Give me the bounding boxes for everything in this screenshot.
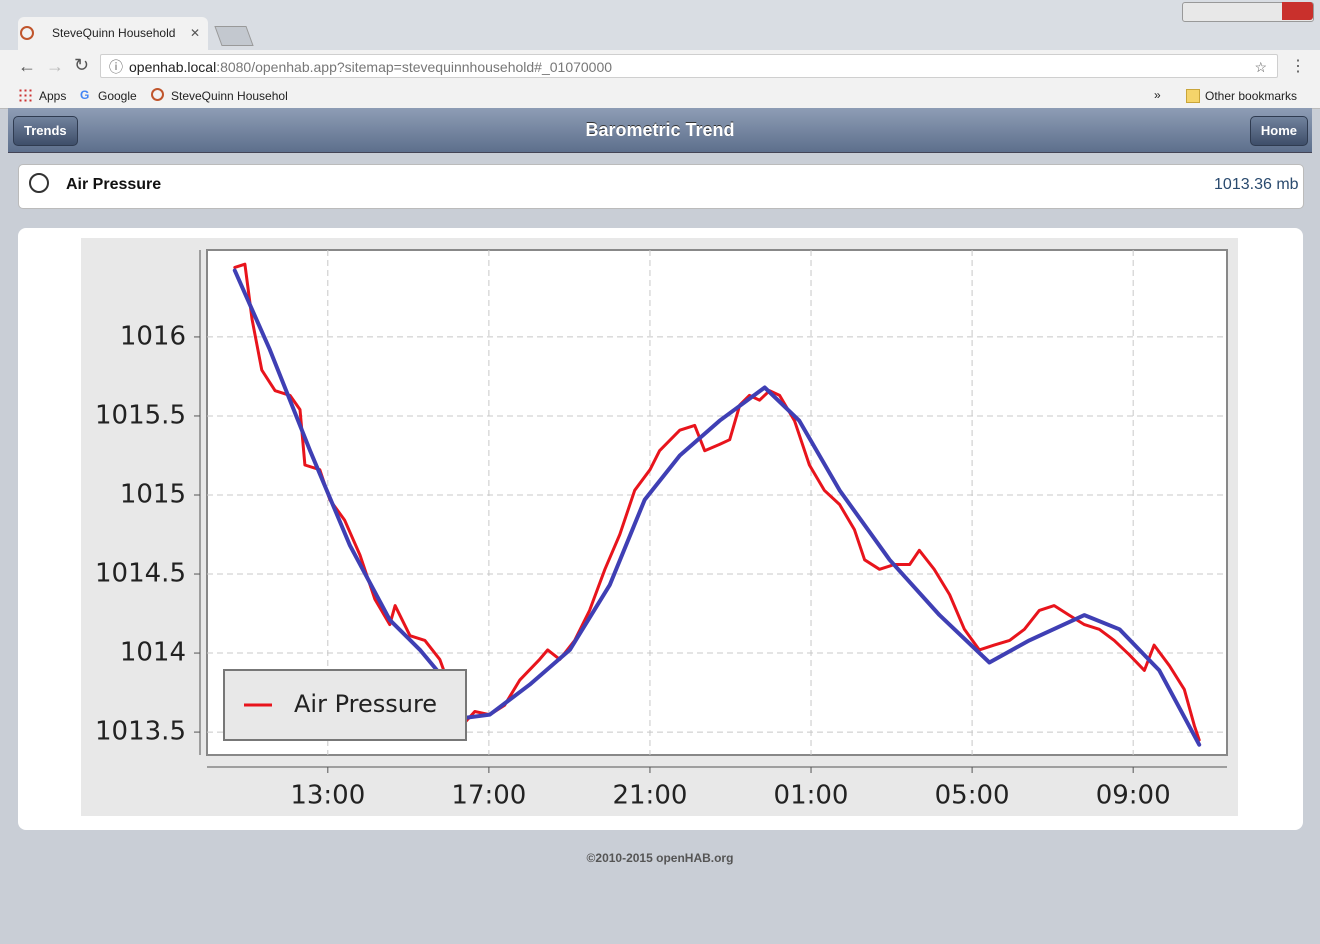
google-icon: G	[80, 88, 90, 102]
apps-icon	[18, 88, 32, 102]
url-field[interactable]: openhab.local:8080/openhab.app?sitemap=s…	[100, 54, 1278, 78]
bookmark[interactable]: SteveQuinn Househol	[171, 89, 288, 103]
x-tick-label: 21:00	[612, 781, 687, 811]
info-icon: ⓘ	[109, 59, 123, 75]
tab-bar: SteveQuinn Household ✕	[0, 0, 1320, 50]
back-button[interactable]: Trends	[13, 116, 78, 146]
favicon	[151, 88, 164, 101]
star[interactable]: ☆	[1254, 59, 1267, 75]
y-tick-label: 1016	[120, 321, 186, 351]
window-close[interactable]	[1282, 2, 1313, 20]
bookmark[interactable]: Google	[98, 89, 137, 103]
item-value: 1013.36 mb	[1214, 176, 1303, 194]
x-tick-label: 17:00	[451, 781, 526, 811]
url-rest: :8080/openhab.app?sitemap=stevequinnhous…	[216, 59, 613, 75]
series-line	[232, 268, 1202, 747]
page-title: Barometric Trend	[585, 120, 735, 140]
new-tab[interactable]	[214, 26, 254, 46]
x-tick-label: 01:00	[774, 781, 849, 811]
tab-close[interactable]: ✕	[189, 26, 200, 40]
back-button[interactable]: ←	[18, 56, 36, 76]
y-tick-label: 1014	[120, 638, 186, 668]
header: Trends Barometric Trend Home	[8, 108, 1312, 153]
y-tick-label: 1013.5	[95, 717, 186, 747]
item-label: Air Pressure	[66, 176, 162, 193]
favicon	[20, 26, 34, 40]
folder-icon	[1186, 89, 1200, 103]
y-tick-label: 1015	[120, 479, 186, 509]
bookmark[interactable]: Apps	[39, 89, 67, 103]
bookmark[interactable]: Other bookmarks	[1205, 89, 1298, 103]
series-line	[233, 262, 1201, 742]
legend-label: Air Pressure	[294, 690, 437, 718]
menu-button[interactable]: ⋮	[1290, 58, 1306, 75]
item-row[interactable]: Air Pressure 1013.36 mb	[18, 164, 1304, 209]
home-button[interactable]: Home	[1249, 116, 1308, 146]
url-host: openhab.local	[129, 59, 217, 75]
y-tick-label: 1015.5	[95, 400, 186, 430]
tab-title: SteveQuinn Household	[52, 26, 176, 40]
gauge-icon	[29, 173, 49, 193]
footer: ©2010-2015 openHAB.org	[586, 851, 734, 865]
x-tick-label: 13:00	[290, 781, 365, 811]
window-controls[interactable]	[1182, 2, 1314, 22]
chart: 1013.5 1014 1014.5 1015 1015.5 1016 13:00 17:00…	[81, 238, 1238, 816]
x-tick-label: 05:00	[935, 781, 1010, 811]
tab[interactable]: SteveQuinn Household ✕	[18, 17, 208, 50]
item-value-text: 1013.36 mb	[1214, 176, 1299, 193]
y-tick-label: 1014.5	[95, 559, 186, 589]
bookmarks-overflow[interactable]: »	[1154, 88, 1161, 102]
x-tick-label: 09:00	[1096, 781, 1171, 811]
forward-button[interactable]: →	[46, 56, 64, 76]
reload-button[interactable]: ↻	[74, 55, 90, 75]
bookmarks-bar: Apps G Google SteveQuinn Househol » Othe…	[0, 84, 1320, 109]
